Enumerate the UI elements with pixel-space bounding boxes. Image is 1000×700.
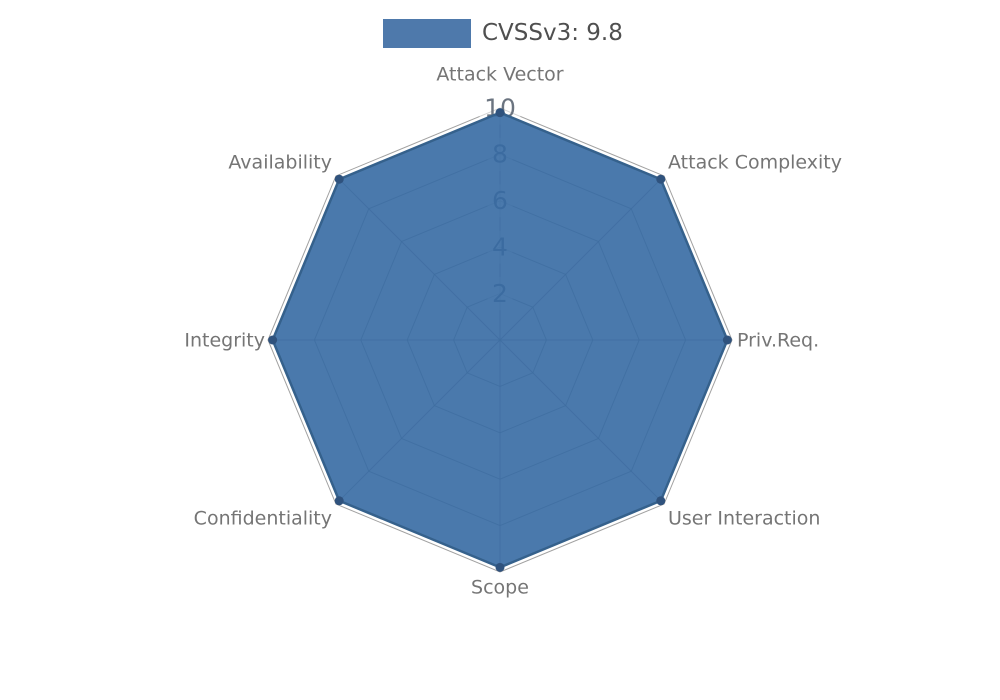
axis-label-user-interaction: User Interaction <box>668 508 820 530</box>
series-marker <box>656 496 666 506</box>
axis-label-scope: Scope <box>471 577 529 599</box>
series-marker <box>334 496 344 506</box>
legend-swatch <box>383 18 471 48</box>
series-marker <box>495 108 505 118</box>
axis-label-attack-complexity: Attack Complexity <box>668 152 842 174</box>
legend: CVSSv3: 9.8 <box>383 16 623 50</box>
radar-axis-labels: Attack Vector Attack Complexity Priv.Req. U… <box>184 64 842 599</box>
series-marker <box>334 174 344 184</box>
axis-label-priv-req: Priv.Req. <box>737 330 819 352</box>
legend-label: CVSSv3: 9.8 <box>482 20 623 46</box>
series-marker <box>268 335 278 345</box>
axis-label-attack-vector: Attack Vector <box>436 64 563 86</box>
series-marker <box>722 335 732 345</box>
axis-label-integrity: Integrity <box>184 330 265 352</box>
series-marker <box>656 174 666 184</box>
series-marker <box>495 562 505 572</box>
axis-label-confidentiality: Confidentiality <box>194 508 332 530</box>
radar-series-cvssv3-9-8 <box>268 108 732 572</box>
axis-label-availability: Availability <box>228 152 332 174</box>
